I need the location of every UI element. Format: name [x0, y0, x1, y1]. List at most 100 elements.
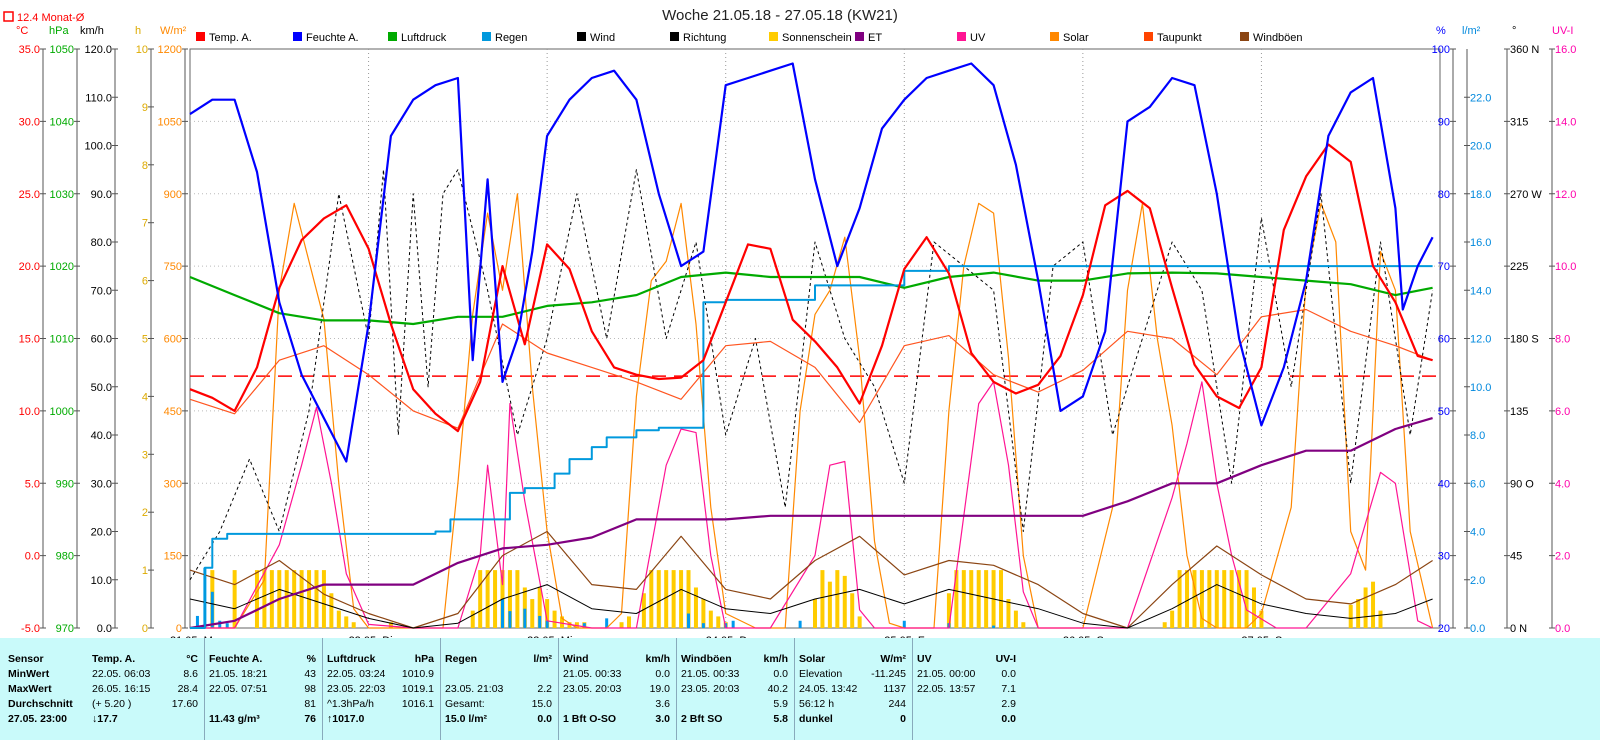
solar-tick-label: 1050: [158, 116, 182, 128]
table-value: 2.2: [537, 683, 552, 695]
table-value: 76: [304, 713, 316, 725]
table-col-rain: Regen l/m² 23.05. 21:03 2.2 Gesamt: 15.0 15.0 …: [440, 638, 558, 740]
legend-swatch: [293, 32, 302, 41]
table-header: Luftdruck: [327, 653, 376, 665]
pressure-tick-label: 1000: [50, 406, 74, 418]
table-cell: 15.0 l/m²: [445, 713, 488, 725]
table-header: Windböen: [681, 653, 732, 665]
sonnenschein-bar: [857, 616, 862, 628]
table-cell: 22.05. 03:24: [327, 668, 386, 680]
wind-tick-label: 0.0: [97, 623, 112, 635]
table-cell: Gesamt:: [445, 698, 485, 710]
table-unit: l/m²: [533, 653, 552, 665]
rain-unit-label: l/m²: [1462, 25, 1481, 37]
temp-tick-label: -5.0: [21, 623, 40, 635]
wind-tick-label: 30.0: [91, 478, 112, 490]
solar-tick-label: 1200: [158, 44, 182, 56]
sonnenschein-bar: [842, 575, 847, 628]
wind-line: [189, 584, 1433, 629]
month-average-indicator: 12.4 Monat-Ø: [3, 11, 85, 24]
sonnenschein-bar: [1177, 570, 1182, 628]
legend-swatch: [196, 32, 205, 41]
regen-balken-bar: [210, 591, 214, 628]
sonnenschein-bar: [999, 570, 1004, 628]
regen-balken-bar: [798, 620, 802, 628]
rain-tick-label: 12.0: [1470, 334, 1491, 346]
sonnenschein-bar: [1244, 570, 1249, 628]
table-cell: 22.05. 07:51: [209, 683, 268, 695]
wind-tick-label: 40.0: [91, 430, 112, 442]
table-value: 1010.9: [401, 668, 434, 680]
temp-unit-label: °C: [16, 25, 28, 37]
uv-tick-label: 4.0: [1555, 478, 1570, 490]
sonnenschein-bar: [329, 593, 334, 628]
temp-tick-label: 15.0: [19, 334, 40, 346]
table-col-uv: UV UV-I 21.05. 00:00 0.0 22.05. 13:57 7.1 2.9 0…: [912, 638, 1022, 740]
humidity-tick-label: 80: [1438, 189, 1450, 201]
sonnenschein-bar: [493, 570, 498, 628]
humidity-tick-label: 100: [1432, 44, 1450, 56]
table-cell: 11.43 g/m³: [209, 713, 260, 725]
x-tick-label: 27.05. So: [1241, 635, 1288, 638]
wind-tick-label: 90.0: [91, 189, 112, 201]
uv-tick-label: 8.0: [1555, 334, 1570, 346]
regen-balken-bar: [225, 623, 229, 628]
regen-balken-bar: [582, 623, 586, 628]
pressure-tick-label: 970: [56, 623, 74, 635]
table-cell: ↓17.7: [92, 713, 118, 725]
legend-label: Feuchte A.: [306, 32, 359, 44]
table-cell: ↑1017.0: [327, 713, 365, 725]
weather-chart: Woche 21.05.18 - 27.05.18 (KW21) 12.4 Mo…: [3, 7, 1577, 638]
table-cell: 21.05. 00:00: [917, 668, 976, 680]
sonnenschein-bar: [820, 570, 825, 628]
table-cell: 21.05. 18:21: [209, 668, 268, 680]
pressure-tick-label: 1020: [50, 261, 74, 273]
table-value: 28.4: [177, 683, 198, 695]
sonnenschein-bar: [1207, 570, 1212, 628]
legend-label: Sonnenschein: [782, 32, 852, 44]
sonnenschein-bar: [693, 587, 698, 628]
legend: Temp. A. Feuchte A. Luftdruck Regen Wind Rich…: [196, 32, 1303, 44]
table-unit: %: [306, 653, 316, 665]
table-value: 43: [304, 668, 316, 680]
legend-label: Luftdruck: [401, 32, 447, 44]
sonnenschein-bar: [1192, 570, 1197, 628]
table-value: 1137: [883, 683, 906, 695]
pressure-unit-label: hPa: [49, 25, 69, 37]
legend-swatch: [1050, 32, 1059, 41]
sunshine-tick-label: 2: [142, 507, 148, 519]
table-header: Regen: [445, 653, 478, 665]
sonnenschein-bar: [701, 599, 706, 628]
table-value: -11.245: [871, 668, 906, 680]
x-tick-label: 24.05. Do: [706, 635, 754, 638]
sonnenschein-bar: [269, 570, 274, 628]
table-value: 19.0: [649, 683, 670, 695]
rain-tick-label: 14.0: [1470, 285, 1491, 297]
sonnenschein-bar: [530, 599, 535, 628]
table-value: 0.0: [1001, 668, 1016, 680]
uv-unit-label: UV-I: [1552, 25, 1573, 37]
sonnenschein-bar: [284, 570, 289, 628]
legend-label: UV: [970, 32, 986, 44]
sonnenschein-bar: [1251, 587, 1256, 628]
uv-tick-label: 10.0: [1555, 261, 1576, 273]
regen-balken-bar: [701, 623, 705, 628]
x-tick-label: 23.05. Mi: [527, 635, 572, 638]
direction-tick-label: 360 N: [1510, 44, 1539, 56]
legend-label: Solar: [1063, 32, 1089, 44]
wind-tick-label: 60.0: [91, 334, 112, 346]
table-unit: km/h: [645, 653, 670, 665]
table-header: UV: [917, 653, 932, 665]
table-col-solar: Solar W/m² Elevation -11.245 24.05. 13:42 113…: [794, 638, 912, 740]
table-row-label: Durchschnitt: [8, 698, 73, 710]
x-tick-label: 21.05. Mo: [170, 635, 219, 638]
table-value: 244: [888, 698, 906, 710]
wind-unit-label: km/h: [80, 25, 104, 37]
sunshine-tick-label: 9: [142, 102, 148, 114]
sonnenschein-bar: [626, 616, 631, 628]
table-value: 81: [304, 698, 316, 710]
temp-tick-label: 35.0: [19, 44, 40, 56]
sonnenschein-bar: [1222, 570, 1227, 628]
table-value: 5.9: [773, 698, 788, 710]
table-value: 1019.1: [401, 683, 434, 695]
